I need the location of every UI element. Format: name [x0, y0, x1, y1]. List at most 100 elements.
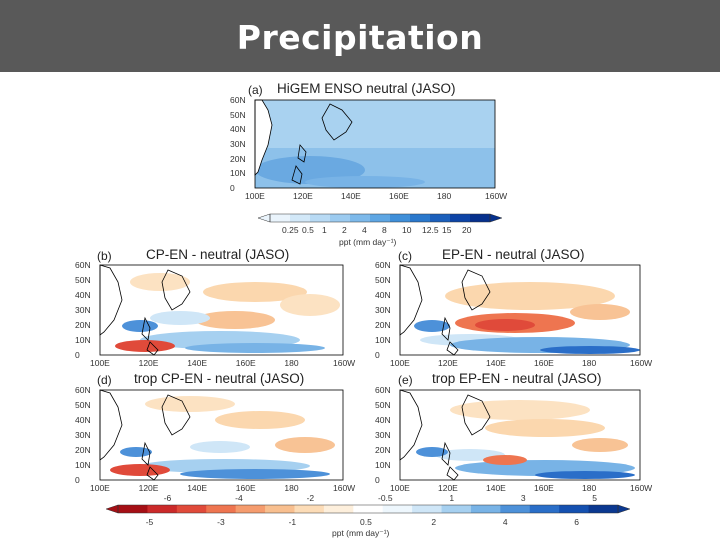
colorbar-swatch [382, 505, 413, 513]
colorbar-bottom-upper-label: -0.5 [378, 493, 393, 503]
panel-c-title: EP-EN - neutral (JASO) [442, 247, 585, 262]
colorbar-bottom-tick-label: -3 [217, 517, 225, 527]
panel-d-lon-label: 160W [333, 483, 356, 493]
panel-c-lon-label: 100E [390, 358, 410, 368]
panel-c-lat-label: 10N [375, 335, 391, 345]
colorbar-swatch [353, 505, 384, 513]
colorbar-swatch [450, 214, 471, 222]
colorbar-top-title: ppt (mm day⁻¹) [339, 237, 397, 247]
colorbar-top-tick-label: 8 [382, 225, 387, 235]
panel-c-lat-label: 30N [375, 305, 391, 315]
colorbar-top-tick-label: 20 [462, 225, 472, 235]
panel-c-lat-label: 60N [375, 260, 391, 270]
panel-d-lat-label: 20N [75, 445, 91, 455]
colorbar-swatch [118, 505, 148, 513]
panel-a-lon-label: 120E [293, 191, 313, 201]
panel-d-lon-label: 100E [90, 483, 110, 493]
colorbar-bottom-upper-label: 1 [449, 493, 455, 503]
panel-e-lat-label: 0 [375, 475, 380, 485]
panel-c-lat-label: 50N [375, 275, 391, 285]
colorbar-left-arrow [257, 213, 271, 223]
panel-c-lon-label: 120E [438, 358, 458, 368]
panel-b-lon-label: 120E [138, 358, 159, 368]
panel-d-lat-label: 30N [75, 430, 91, 440]
colorbar-swatch [588, 505, 619, 513]
panel-a-letter: (a) [248, 83, 263, 97]
panel-d-title: trop CP-EN - neutral (JASO) [134, 371, 305, 386]
panel-e-lon-label: 160E [534, 483, 554, 493]
panel-b-lat-label: 30N [75, 305, 91, 315]
panel-d-lon-label: 160E [235, 483, 256, 493]
colorbar-right-arrow [617, 504, 631, 514]
colorbar-top-tick-label: 1 [322, 225, 327, 235]
panel-b-lon-label: 160W [333, 358, 356, 368]
slide-title: Precipitation [236, 18, 484, 57]
colorbar-swatch [559, 505, 590, 513]
panel-e-lat-label: 30N [375, 430, 391, 440]
colorbar-swatch [235, 505, 266, 513]
colorbar-swatch [176, 505, 207, 513]
panel-b-title: CP-EN - neutral (JASO) [146, 247, 290, 262]
panel-a-lat-label: 40N [230, 124, 246, 135]
panel-d-lat-label: 10N [75, 460, 91, 470]
colorbar-swatch [500, 505, 531, 513]
colorbar-swatch [323, 505, 354, 513]
panel-a-lon-label: 160W [485, 191, 508, 201]
panel-e-lon-label: 100E [390, 483, 410, 493]
panel-e-lon-label: 160W [630, 483, 653, 493]
panel-b-lon-label: 140E [187, 358, 208, 368]
panel-c-map [399, 264, 641, 356]
panel-e-letter: (e) [398, 373, 413, 387]
panel-e-lon-label: 180 [582, 483, 597, 493]
panel-b-map [99, 264, 344, 356]
panel-c-letter: (c) [398, 249, 412, 263]
colorbar-top-tick-label: 12.5 [422, 225, 439, 235]
colorbar-swatch [410, 214, 431, 222]
colorbar-bottom-upper-label: -4 [235, 493, 243, 503]
panel-d-lat-label: 40N [75, 415, 91, 425]
panel-b-lat-label: 10N [75, 335, 91, 345]
panel-a-lon-label: 100E [245, 191, 265, 201]
panel-b-lat-label: 0 [75, 350, 80, 360]
panel-e-title: trop EP-EN - neutral (JASO) [432, 371, 602, 386]
colorbar-swatch [441, 505, 472, 513]
colorbar-swatch [529, 505, 560, 513]
colorbar-top-tick-label: 10 [402, 225, 412, 235]
panel-e-lat-label: 60N [375, 385, 391, 395]
panel-c-lat-label: 0 [375, 350, 380, 360]
colorbar-bottom-title: ppt (mm day⁻¹) [332, 528, 390, 538]
panel-a-lat-label: 20N [230, 153, 246, 164]
panel-b-lon-label: 100E [90, 358, 110, 368]
colorbar-bottom-upper-label: 5 [592, 493, 598, 503]
colorbar-swatch [270, 214, 291, 222]
panel-a-lon-label: 180 [437, 191, 452, 201]
panel-a-map [254, 99, 496, 189]
colorbar-bottom-tick-label: -1 [288, 517, 297, 527]
colorbar-swatch [147, 505, 178, 513]
panel-d-lon-label: 140E [187, 483, 208, 493]
colorbar-swatch [206, 505, 237, 513]
panel-b-lat-label: 50N [75, 275, 91, 285]
panel-d-map [99, 389, 344, 481]
colorbar-bottom [105, 504, 631, 514]
panel-d-letter: (d) [97, 373, 112, 387]
panel-b-lat-label: 40N [75, 290, 91, 300]
panel-c-lon-label: 160W [630, 358, 653, 368]
colorbar-bottom-tick-label: 4 [502, 517, 508, 527]
colorbar-right-arrow [489, 213, 503, 223]
colorbar-swatch [470, 214, 491, 222]
panel-e-lat-label: 50N [375, 400, 391, 410]
panel-e-lon-label: 140E [486, 483, 506, 493]
colorbar-bottom-tick-label: -5 [145, 517, 154, 527]
panel-e-lat-label: 10N [375, 460, 391, 470]
panel-a-lat-label: 60N [230, 95, 246, 105]
panel-a-lat-label: 30N [230, 139, 246, 149]
panel-c-lon-label: 140E [486, 358, 506, 368]
panel-a-title: HiGEM ENSO neutral (JASO) [277, 81, 456, 96]
panel-d-lat-label: 60N [75, 385, 91, 395]
colorbar-swatch [265, 505, 295, 513]
panel-e-lat-label: 40N [375, 415, 391, 425]
colorbar-swatch [330, 214, 351, 222]
panel-c-lon-label: 160E [534, 358, 554, 368]
